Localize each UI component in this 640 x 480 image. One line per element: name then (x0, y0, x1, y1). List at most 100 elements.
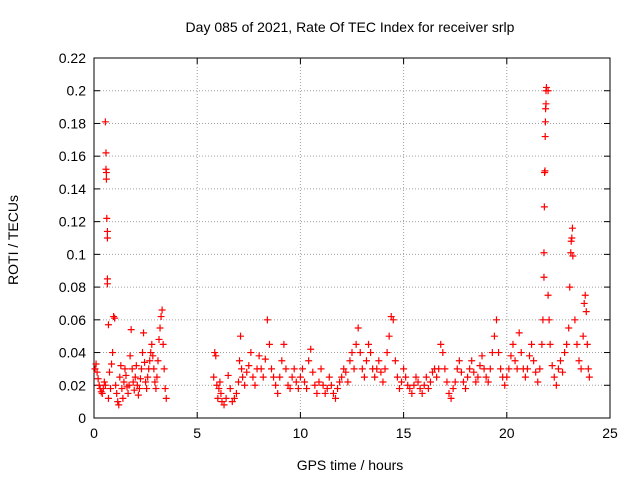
data-point (311, 381, 319, 389)
data-point (582, 308, 590, 316)
data-point (507, 352, 515, 360)
data-point (540, 203, 548, 211)
data-point (539, 316, 547, 324)
data-point (272, 381, 280, 389)
data-point (150, 365, 158, 373)
data-point (414, 378, 422, 386)
data-point (424, 385, 432, 393)
data-point (573, 340, 581, 348)
data-point (488, 349, 496, 357)
data-point (561, 349, 569, 357)
data-point (327, 381, 335, 389)
data-point (270, 373, 278, 381)
data-point (239, 373, 247, 381)
data-point (116, 373, 124, 381)
data-point (102, 149, 110, 157)
data-point (217, 389, 225, 397)
data-point (101, 118, 109, 126)
data-point (509, 340, 517, 348)
y-tick-label: 0.16 (59, 148, 86, 164)
data-point (449, 385, 457, 393)
data-point (462, 385, 470, 393)
data-point (110, 313, 118, 321)
data-point (280, 340, 288, 348)
data-point (410, 381, 418, 389)
data-point (151, 378, 159, 386)
data-point (222, 394, 230, 402)
data-point (159, 340, 167, 348)
data-point (495, 349, 503, 357)
data-point (294, 385, 302, 393)
data-point (126, 352, 134, 360)
data-point (296, 373, 304, 381)
data-point (426, 378, 434, 386)
data-point (381, 365, 389, 373)
data-point (247, 349, 255, 357)
data-point (542, 83, 550, 91)
data-point (255, 352, 263, 360)
data-point (563, 340, 571, 348)
data-point (103, 227, 111, 235)
data-point (490, 332, 498, 340)
data-point (103, 234, 111, 242)
data-point (331, 394, 339, 402)
data-point (352, 340, 360, 348)
data-point (530, 357, 538, 365)
data-point (114, 398, 122, 406)
data-point (139, 349, 147, 357)
data-point (286, 385, 294, 393)
data-point (307, 345, 315, 353)
data-point (105, 368, 113, 376)
data-point (515, 329, 523, 337)
data-point (497, 365, 505, 373)
data-point (379, 378, 387, 386)
data-point (371, 373, 379, 381)
data-point (128, 365, 136, 373)
data-point (161, 385, 169, 393)
data-point (470, 368, 478, 376)
data-point (567, 237, 575, 245)
data-point (480, 365, 488, 373)
data-point (94, 375, 102, 383)
data-point (95, 381, 103, 389)
data-point (121, 365, 129, 373)
data-point (402, 373, 410, 381)
data-point (377, 368, 385, 376)
data-point (226, 385, 234, 393)
data-point (319, 381, 327, 389)
y-tick-label: 0.12 (59, 214, 86, 230)
data-point (556, 357, 564, 365)
data-point (237, 332, 245, 340)
data-point (540, 273, 548, 281)
data-point (571, 316, 579, 324)
data-points (91, 83, 593, 409)
data-point (358, 365, 366, 373)
data-point (214, 394, 222, 402)
data-point (350, 365, 358, 373)
data-point (290, 365, 298, 373)
data-point (101, 381, 109, 389)
data-point (136, 375, 144, 383)
data-point (550, 373, 558, 381)
data-point (336, 378, 344, 386)
data-point (154, 357, 162, 365)
data-point (100, 378, 108, 386)
x-tick-label: 20 (499, 425, 515, 441)
y-tick-labels: 0 0.02 0.04 0.06 0.08 0.1 0.12 0.14 0.16 0.18 0.2 0… (59, 50, 86, 426)
data-point (127, 326, 135, 334)
data-point (141, 358, 149, 366)
data-point (433, 373, 441, 381)
data-point (309, 368, 317, 376)
data-point (259, 373, 267, 381)
data-point (422, 373, 430, 381)
data-point (140, 329, 148, 337)
data-point (580, 299, 588, 307)
data-point (545, 316, 553, 324)
data-point (437, 340, 445, 348)
data-point (346, 357, 354, 365)
data-point (581, 291, 589, 299)
data-point (160, 365, 168, 373)
data-point (457, 368, 465, 376)
y-axis-label: ROTI / TECUs (5, 195, 21, 285)
data-point (135, 385, 143, 393)
